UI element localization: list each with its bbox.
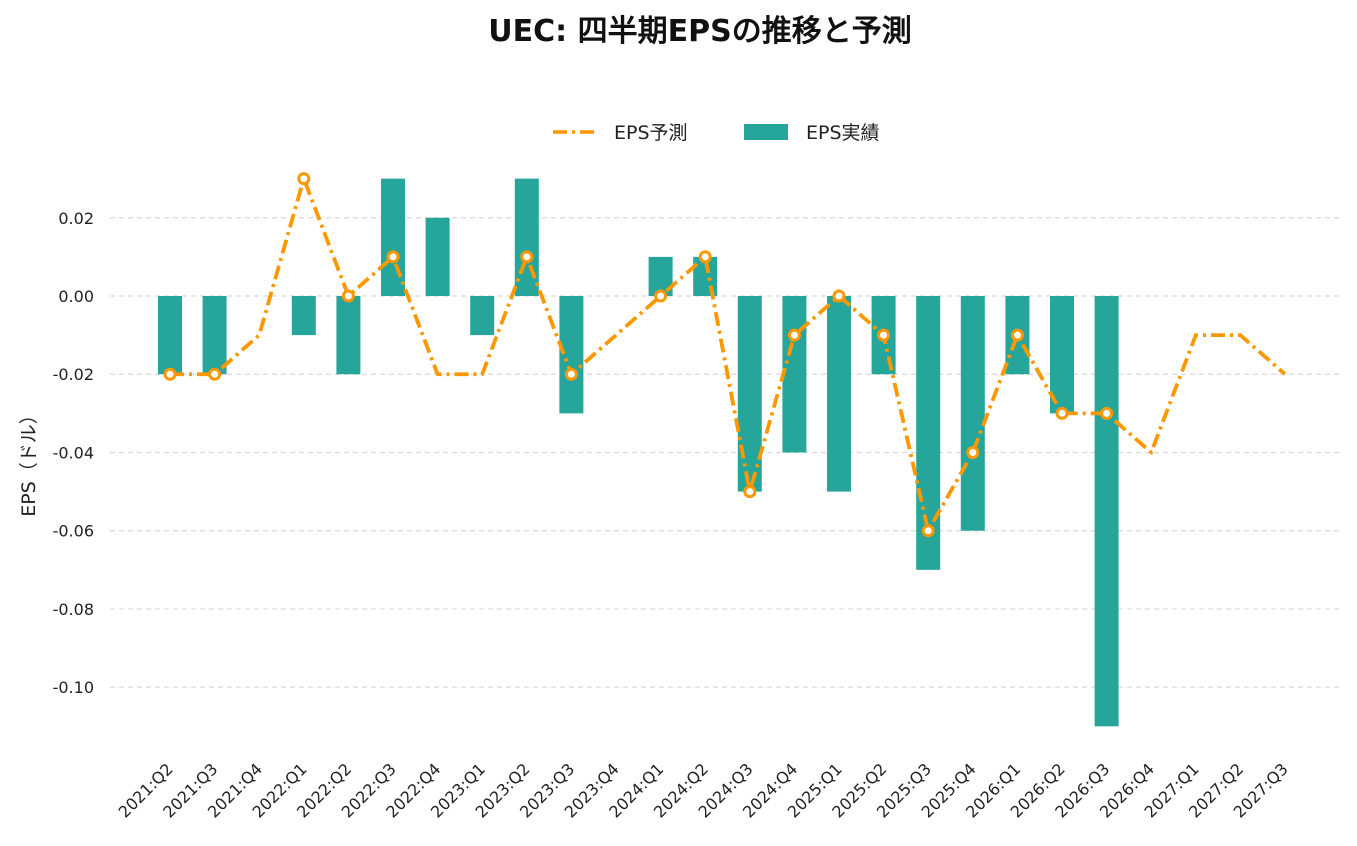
eps-actual-bar	[470, 296, 495, 336]
eps-actual-bar	[827, 296, 851, 492]
eps-actual-bar	[737, 296, 762, 492]
chart-title: UEC: 四半期EPSの推移と予測	[488, 14, 911, 49]
forecast-point	[1100, 406, 1114, 420]
eps-actual-bar	[514, 178, 539, 296]
eps-actual-bar	[1050, 296, 1074, 414]
gridlines	[110, 217, 1340, 688]
y-tick-label: -0.08	[53, 600, 94, 619]
y-tick-label: 0.02	[58, 209, 94, 228]
y-tick-label: -0.10	[53, 678, 94, 697]
y-axis-ticks: 0.02 0.00 -0.02 -0.04 -0.06 -0.08 -0.10	[53, 209, 94, 697]
eps-actual-bar	[559, 296, 584, 414]
eps-actual-bar	[291, 296, 316, 336]
forecast-point	[564, 367, 578, 381]
forecast-point	[654, 289, 668, 303]
legend-actual-label: EPS実績	[806, 122, 880, 144]
forecast-point	[877, 328, 891, 342]
forecast-point	[1055, 406, 1069, 420]
forecast-line	[170, 176, 1287, 533]
eps-actual-bar	[202, 296, 227, 375]
eps-actual-bar	[1094, 296, 1119, 727]
y-tick-label: -0.04	[53, 443, 94, 462]
x-axis-ticks: 2021:Q22021:Q32021:Q42022:Q12022:Q22022:…	[115, 759, 1292, 821]
legend-bar-swatch	[744, 124, 788, 140]
eps-actual-bar	[782, 296, 807, 453]
legend: EPS予測 EPS実績	[553, 122, 880, 144]
forecast-point	[743, 485, 757, 499]
forecast-point	[1010, 328, 1024, 342]
forecast-point	[698, 250, 712, 264]
forecast-point	[208, 367, 222, 381]
eps-actual-bar	[336, 296, 361, 375]
y-tick-label: -0.02	[53, 365, 94, 384]
y-tick-label: -0.06	[53, 522, 94, 541]
forecast-point	[966, 445, 980, 459]
bar-series	[158, 178, 1119, 727]
legend-forecast-label: EPS予測	[614, 122, 688, 144]
forecast-point	[297, 172, 311, 186]
forecast-point	[787, 328, 801, 342]
eps-actual-bar	[960, 296, 985, 531]
forecast-point	[520, 250, 534, 264]
forecast-point	[341, 289, 355, 303]
forecast-point	[921, 524, 935, 538]
y-axis-label: EPS（ドル）	[18, 405, 40, 517]
eps-actual-bar	[158, 296, 182, 375]
forecast-point	[386, 250, 400, 264]
forecast-point	[163, 367, 177, 381]
eps-actual-bar	[381, 178, 405, 296]
eps-actual-bar	[425, 217, 450, 296]
y-tick-label: 0.00	[58, 287, 94, 306]
forecast-point	[832, 289, 846, 303]
forecast-line-series	[163, 172, 1287, 538]
